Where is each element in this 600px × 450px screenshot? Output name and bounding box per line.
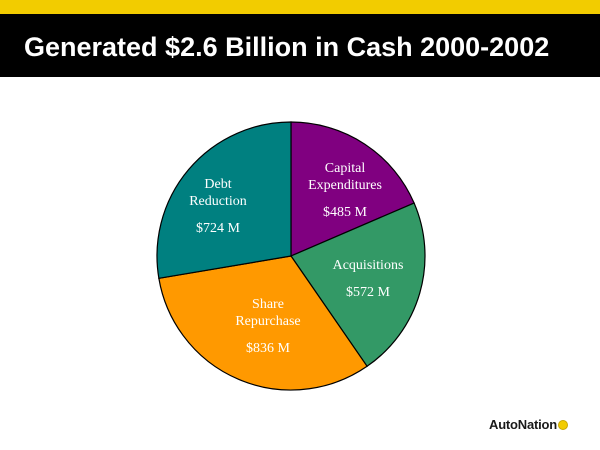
- pie-slice-acquisitions: [290, 202, 426, 368]
- title-bar: [0, 14, 600, 77]
- autonation-logo: AutoNation: [489, 417, 569, 432]
- slice-value-capital-expenditures: $485 M: [323, 205, 368, 220]
- slice-value-debt-reduction: $724 M: [196, 221, 241, 236]
- slice-label-capital-expenditures-line-2: Expenditures: [308, 178, 382, 193]
- logo-text: AutoNation: [489, 417, 558, 432]
- slice-value-acquisitions: $572 M: [346, 285, 391, 300]
- pie-slice-debt-reduction: [156, 121, 292, 280]
- slice-value-share-repurchase: $836 M: [246, 341, 291, 356]
- slide-title: Generated $2.6 Billion in Cash 2000-2002: [24, 32, 550, 62]
- slice-label-share-repurchase-line-1: Share: [252, 297, 284, 312]
- top-accent-bar: [0, 0, 600, 14]
- slice-label-debt-reduction-line-2: Reduction: [189, 194, 247, 209]
- slice-label-acquisitions-line-1: Acquisitions: [333, 258, 404, 273]
- logo-mark-icon: [558, 419, 569, 430]
- slice-label-capital-expenditures-line-1: Capital: [325, 161, 366, 176]
- slice-label-debt-reduction-line-1: Debt: [204, 177, 231, 192]
- pie-slice-capital-expenditures: [290, 121, 415, 257]
- slice-label-share-repurchase-line-2: Repurchase: [235, 314, 300, 329]
- pie-slice-share-repurchase: [158, 255, 368, 391]
